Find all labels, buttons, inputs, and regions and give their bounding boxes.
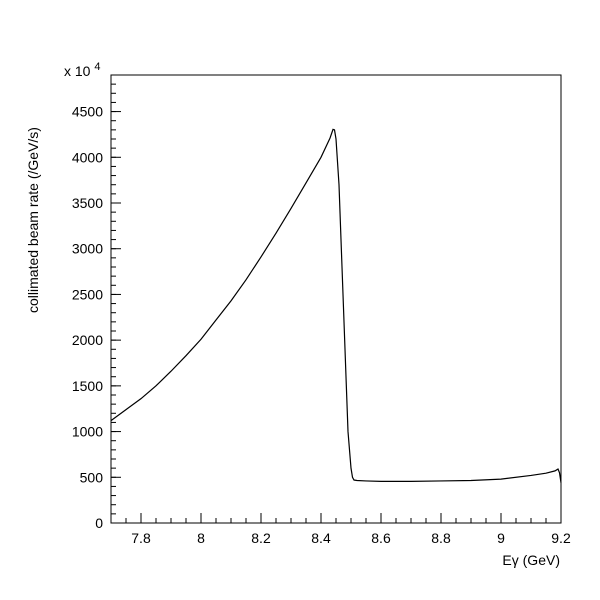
y-scale-factor-base: x 10 <box>64 63 91 79</box>
y-axis-ticks: 0 500 1000 1500 2000 2500 3000 3500 4000 4500 <box>72 74 121 531</box>
y-tick-label: 3000 <box>72 241 103 257</box>
x-tick-label: 7.8 <box>131 530 151 546</box>
y-tick-label: 4000 <box>72 149 103 165</box>
y-scale-factor-exponent: 4 <box>94 61 100 73</box>
y-tick-label: 2500 <box>72 286 103 302</box>
x-tick-label: 8 <box>197 530 205 546</box>
x-tick-label: 8.8 <box>431 530 451 546</box>
x-tick-label: 9 <box>497 530 505 546</box>
x-tick-label: 8.6 <box>371 530 391 546</box>
x-axis-ticks: 7.8 8 8.2 8.4 8.6 8.8 9 9.2 <box>110 513 571 546</box>
y-tick-label: 4500 <box>72 104 103 120</box>
y-tick-label: 1000 <box>72 424 103 440</box>
y-tick-label: 3500 <box>72 195 103 211</box>
y-tick-label: 2000 <box>72 332 103 348</box>
x-tick-label: 9.2 <box>551 530 571 546</box>
y-scale-factor: x 10 4 <box>64 61 100 79</box>
x-axis-title: Eγ (GeV) <box>502 552 560 568</box>
x-tick-label: 8.2 <box>251 530 271 546</box>
y-axis-title: collimated beam rate (/GeV/s) <box>25 127 41 313</box>
y-tick-label: 1500 <box>72 378 103 394</box>
y-tick-label: 500 <box>80 469 104 485</box>
series-line <box>110 128 562 483</box>
y-tick-label: 0 <box>95 515 103 531</box>
x-tick-label: 8.4 <box>311 530 331 546</box>
